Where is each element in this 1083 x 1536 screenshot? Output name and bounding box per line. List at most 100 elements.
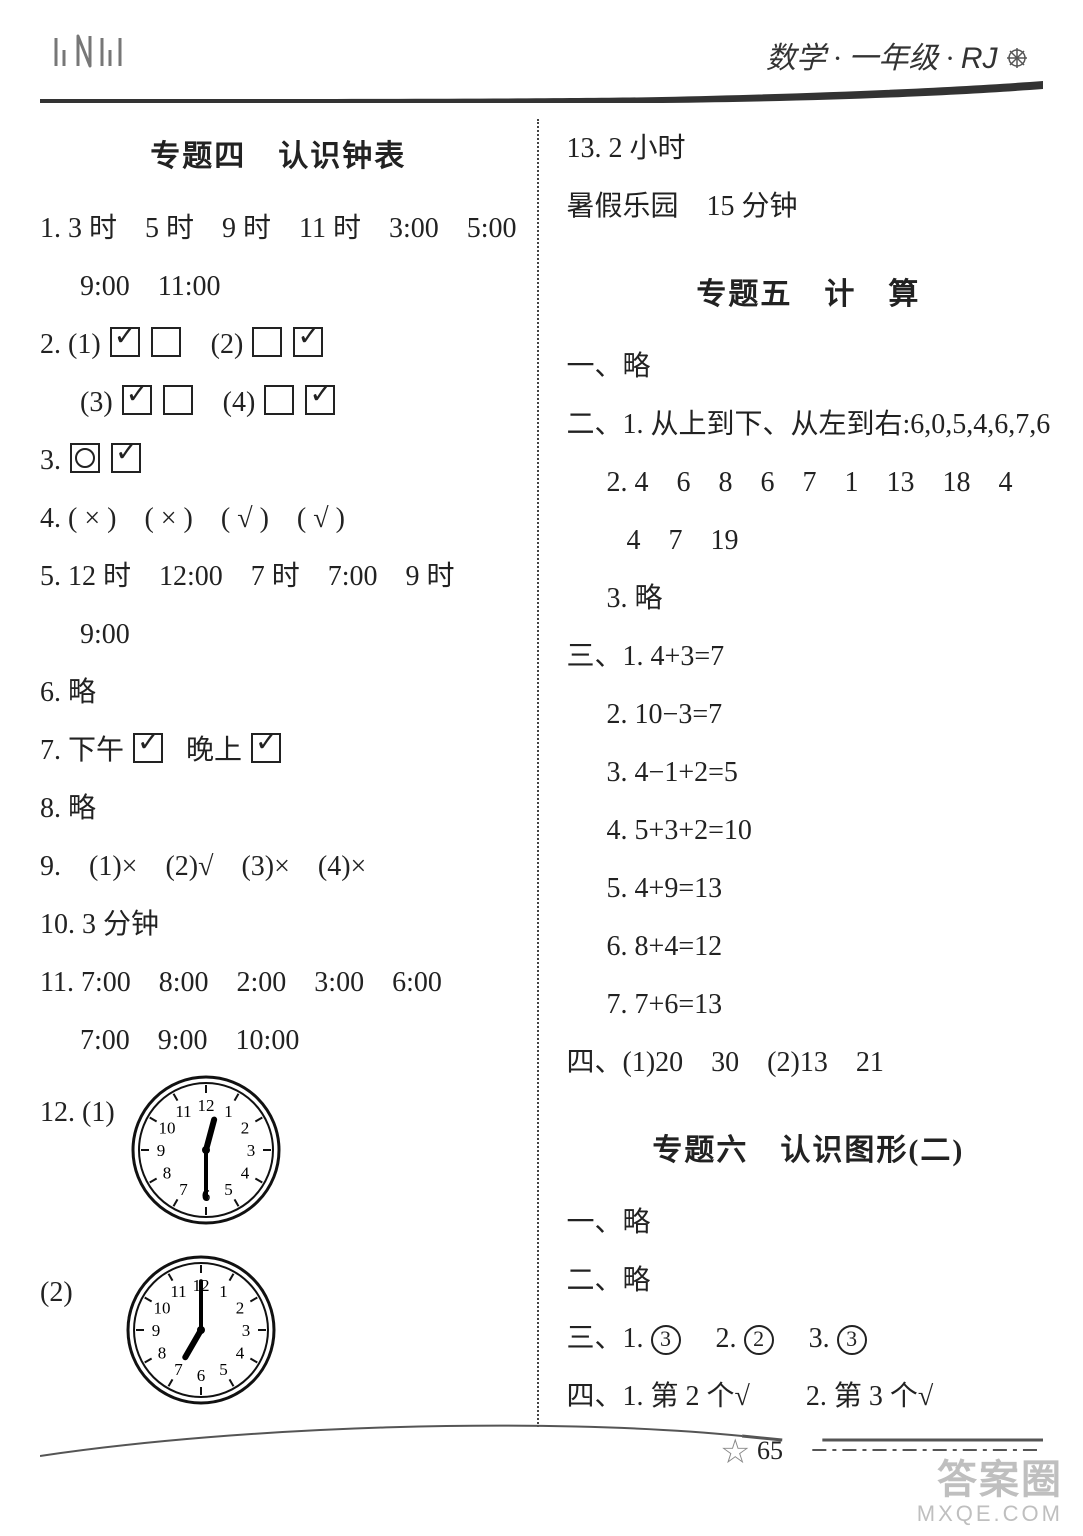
q2-4-label: (4) (223, 387, 256, 418)
q4-line: 4. ( × ) ( × ) ( √ ) ( √ ) (40, 491, 517, 547)
checkbox-icon (133, 733, 163, 763)
svg-text:9: 9 (156, 1141, 165, 1160)
q5-line2: 9:00 (40, 607, 517, 663)
s5-3e: 5. 4+9=13 (567, 861, 1051, 917)
q1-line1: 1. 3 时 5 时 9 时 11 时 3:00 5:00 (40, 201, 517, 257)
q5-line1: 5. 12 时 12:00 7 时 7:00 9 时 (40, 549, 517, 605)
r-top2: 暑假乐园 15 分钟 (567, 179, 1051, 235)
s6-3: 三、1. 3 2. 2 3. 3 (567, 1311, 1051, 1367)
svg-text:8: 8 (158, 1344, 167, 1363)
svg-text:8: 8 (162, 1164, 171, 1183)
circled-number-icon: 2 (744, 1325, 774, 1355)
watermark-line1: 答案圈 (917, 1458, 1063, 1502)
checkbox-icon (110, 327, 140, 357)
svg-text:2: 2 (240, 1119, 249, 1138)
s5-3f: 6. 8+4=12 (567, 919, 1051, 975)
q12-2-row: (2) 123456789101112 (40, 1255, 517, 1425)
s6-3-mid2: 3. (781, 1323, 830, 1354)
s6-3-pre: 三、1. (567, 1323, 644, 1354)
svg-text:2: 2 (236, 1299, 245, 1318)
s5-2c: 4 7 19 (567, 513, 1051, 569)
section-title-6: 专题六 认识图形(二) (567, 1121, 1051, 1181)
svg-text:1: 1 (219, 1282, 228, 1301)
circle-box-icon (70, 443, 100, 473)
clock-icon: 123456789101112 (131, 1075, 281, 1245)
section-title-5: 专题五 计 算 (567, 265, 1051, 325)
page-header: 数学 · 一年级 · RJ (40, 30, 1043, 81)
footer-curve (40, 1406, 1043, 1466)
checkbox-icon (111, 443, 141, 473)
section-title-4: 专题四 认识钟表 (40, 127, 517, 187)
checkbox-icon (251, 733, 281, 763)
svg-text:4: 4 (236, 1344, 245, 1363)
q2-1-label: 2. (1) (40, 329, 101, 360)
q9-line: 9. (1)× (2)√ (3)× (4)× (40, 839, 517, 895)
circled-number-icon: 3 (651, 1325, 681, 1355)
page-number: ☆ 65 (720, 1432, 783, 1472)
s5-1: 一、略 (567, 339, 1051, 395)
q12-1-row: 12. (1) 123456789101112 (40, 1075, 517, 1245)
q12-2-label: (2) (40, 1255, 110, 1321)
svg-text:6: 6 (197, 1366, 206, 1385)
s5-3c: 3. 4−1+2=5 (567, 745, 1051, 801)
svg-text:3: 3 (246, 1141, 255, 1160)
page: 数学 · 一年级 · RJ 专题四 认识钟表 1. 3 时 5 时 9 时 11… (0, 0, 1083, 1536)
q2-line2: (3) (4) (40, 375, 517, 431)
svg-text:12: 12 (197, 1096, 214, 1115)
svg-text:4: 4 (240, 1164, 249, 1183)
header-underline (40, 81, 1043, 101)
checkbox-icon (264, 385, 294, 415)
circled-number-icon: 3 (837, 1325, 867, 1355)
checkbox-icon (293, 327, 323, 357)
s5-3b: 2. 10−3=7 (567, 687, 1051, 743)
svg-text:11: 11 (175, 1102, 191, 1121)
watermark: 答案圈 MXQE.COM (917, 1458, 1063, 1526)
s6-2: 二、略 (567, 1253, 1051, 1309)
svg-text:7: 7 (179, 1180, 188, 1199)
q6-line: 6. 略 (40, 665, 517, 721)
q2-2-label: (2) (211, 329, 244, 360)
svg-text:1: 1 (224, 1102, 233, 1121)
svg-text:10: 10 (154, 1299, 171, 1318)
checkbox-icon (252, 327, 282, 357)
header-logo (50, 30, 130, 77)
q12-1-label: 12. (1) (40, 1075, 115, 1141)
q11-line2: 7:00 9:00 10:00 (40, 1013, 517, 1069)
s6-1: 一、略 (567, 1195, 1051, 1251)
s5-3d: 4. 5+3+2=10 (567, 803, 1051, 859)
star-icon: ☆ (720, 1432, 750, 1472)
q8-line: 8. 略 (40, 781, 517, 837)
q7-b: 晚上 (186, 735, 242, 766)
s5-2b: 2. 4 6 8 6 7 1 13 18 4 (567, 455, 1051, 511)
svg-text:9: 9 (152, 1321, 161, 1340)
s5-4: 四、(1)20 30 (2)13 21 (567, 1035, 1051, 1091)
s5-3a: 三、1. 4+3=7 (567, 629, 1051, 685)
s6-3-mid1: 2. (688, 1323, 737, 1354)
checkbox-icon (305, 385, 335, 415)
s5-2d: 3. 略 (567, 571, 1051, 627)
svg-text:10: 10 (158, 1119, 175, 1138)
svg-text:3: 3 (242, 1321, 251, 1340)
page-number-text: 65 (757, 1436, 783, 1465)
content-columns: 专题四 认识钟表 1. 3 时 5 时 9 时 11 时 3:00 5:00 9… (40, 119, 1043, 1427)
q7-a: 7. 下午 (40, 735, 124, 766)
s5-2a: 二、1. 从上到下、从左到右:6,0,5,4,6,7,6 (567, 397, 1051, 453)
q3-line: 3. (40, 433, 517, 489)
r-top1: 13. 2 小时 (567, 121, 1051, 177)
checkbox-icon (151, 327, 181, 357)
svg-text:5: 5 (224, 1180, 233, 1199)
q10-line: 10. 3 分钟 (40, 897, 517, 953)
q1-line2: 9:00 11:00 (40, 259, 517, 315)
q2-line1: 2. (1) (2) (40, 317, 517, 373)
checkbox-icon (122, 385, 152, 415)
q2-3-label: (3) (80, 387, 113, 418)
svg-text:7: 7 (174, 1360, 183, 1379)
left-column: 专题四 认识钟表 1. 3 时 5 时 9 时 11 时 3:00 5:00 9… (40, 119, 539, 1427)
header-subject: 数学 · 一年级 · RJ (766, 33, 1033, 77)
q7-line: 7. 下午 晚上 (40, 723, 517, 779)
checkbox-icon (163, 385, 193, 415)
svg-text:5: 5 (219, 1360, 228, 1379)
q11-line1: 11. 7:00 8:00 2:00 3:00 6:00 (40, 955, 517, 1011)
s5-3g: 7. 7+6=13 (567, 977, 1051, 1033)
svg-text:11: 11 (170, 1282, 186, 1301)
